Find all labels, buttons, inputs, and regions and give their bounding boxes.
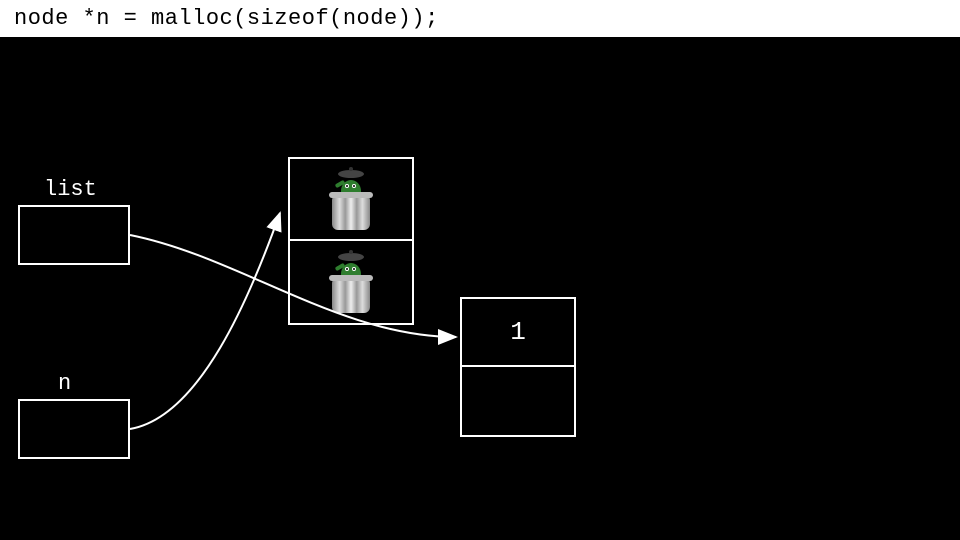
- garbage-node: [288, 157, 414, 325]
- code-line: node *n = malloc(sizeof(node));: [0, 0, 960, 37]
- diagram-area: list n 1: [0, 37, 960, 537]
- oscar-icon: [327, 168, 375, 230]
- garbage-value-cell: [290, 159, 412, 241]
- garbage-next-cell: [290, 241, 412, 323]
- node-1-next: [462, 367, 574, 435]
- arrow-n-to-garbage: [130, 213, 280, 429]
- arrows-svg: [0, 37, 960, 537]
- n-label: n: [58, 371, 71, 396]
- node-1-value: 1: [462, 299, 574, 367]
- oscar-icon: [327, 251, 375, 313]
- node-1: 1: [460, 297, 576, 437]
- list-label: list: [44, 177, 97, 202]
- list-pointer-box: [18, 205, 130, 265]
- n-pointer-box: [18, 399, 130, 459]
